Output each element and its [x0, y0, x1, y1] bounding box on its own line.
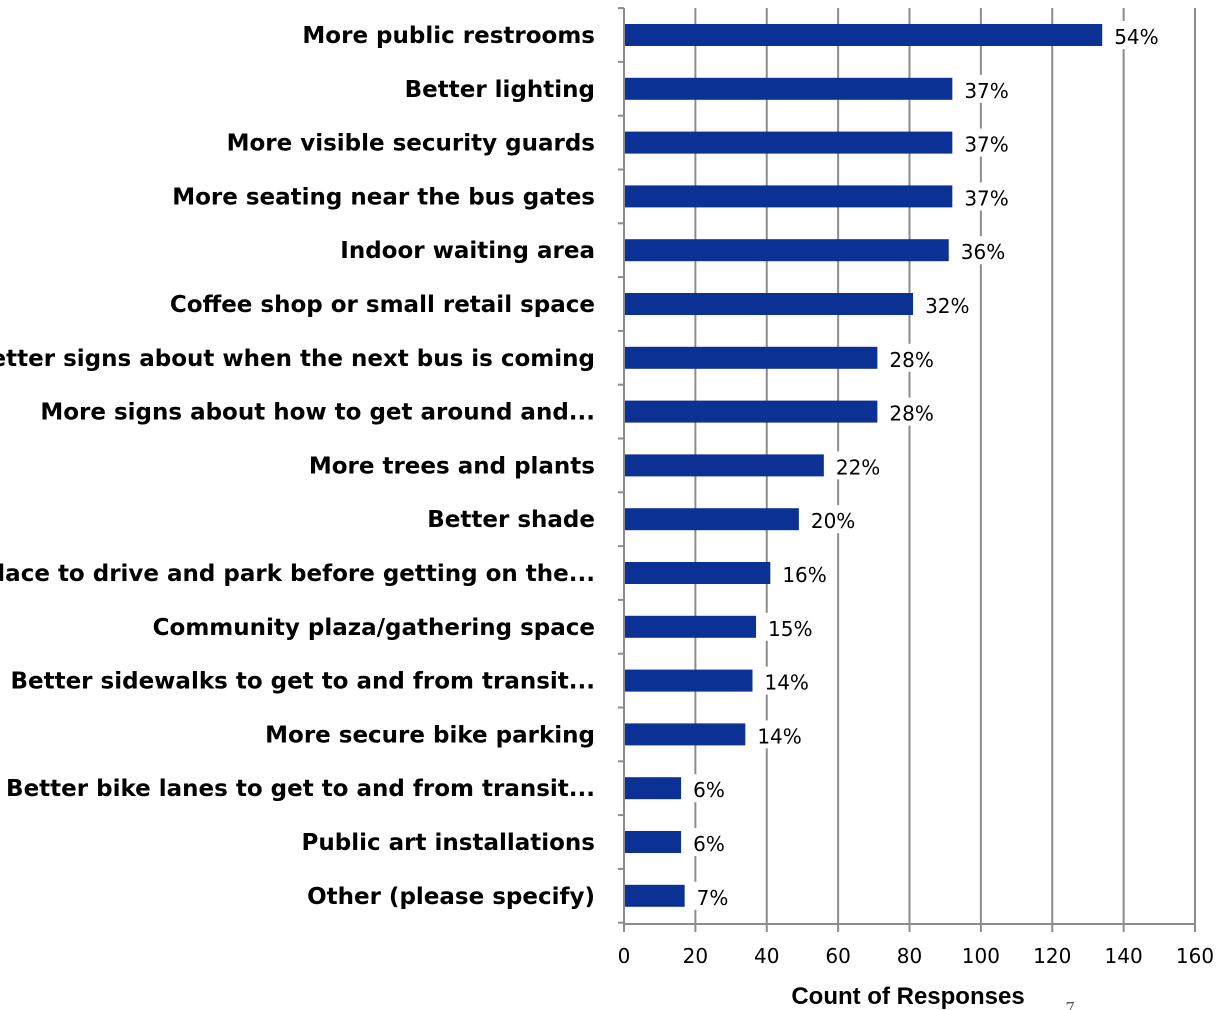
- bar: [624, 454, 824, 477]
- x-tick-label: 140: [1105, 944, 1143, 968]
- category-label: More seating near the bus gates: [172, 184, 595, 210]
- data-label-background: [885, 343, 928, 372]
- data-label: 16%: [782, 563, 826, 587]
- data-label: 20%: [811, 509, 855, 533]
- data-label-background: [753, 720, 796, 749]
- bar: [624, 884, 685, 907]
- data-label-background: [885, 397, 928, 426]
- category-label: Coffee shop or small retail space: [170, 292, 595, 318]
- bar: [624, 400, 878, 423]
- data-label: 37%: [964, 133, 1008, 157]
- x-tick-labels: 0 20 40 60 80 100 120 140 160: [618, 944, 1214, 968]
- category-label: More public restrooms: [302, 23, 595, 49]
- data-label-background: [956, 236, 1000, 265]
- bar: [624, 723, 746, 746]
- bar: [624, 508, 799, 531]
- data-label: 37%: [964, 186, 1008, 210]
- data-label-background: [960, 128, 1003, 157]
- x-tick-label: 120: [1033, 944, 1071, 968]
- bar: [624, 777, 682, 800]
- bars: [624, 24, 1103, 907]
- data-label: 15%: [768, 617, 812, 641]
- data-label-background: [960, 182, 1003, 211]
- data-label-background: [806, 505, 850, 534]
- category-labels: More public restrooms Better lighting More…: [0, 23, 595, 910]
- bar: [624, 24, 1103, 46]
- data-label: 36%: [961, 240, 1005, 264]
- data-label: 28%: [889, 402, 933, 426]
- category-label: More visible security guards: [227, 131, 595, 157]
- data-label: 14%: [764, 671, 808, 695]
- x-tick-label: 80: [897, 944, 922, 968]
- bar: [624, 831, 682, 853]
- data-label: 6%: [693, 778, 725, 802]
- bar: [624, 669, 753, 692]
- data-label-background: [921, 290, 964, 318]
- data-label-background: [831, 451, 875, 480]
- data-label: 6%: [693, 832, 725, 856]
- bar: [624, 77, 953, 100]
- category-label: Other (please specify): [307, 884, 595, 910]
- bar: [624, 131, 953, 154]
- data-label: 28%: [889, 348, 933, 372]
- x-tick-label: 0: [618, 944, 631, 968]
- x-axis-title: Count of Responses: [791, 983, 1024, 1010]
- bar: [624, 185, 953, 208]
- data-label: 22%: [836, 455, 880, 479]
- bar: [624, 293, 914, 315]
- bar: [624, 615, 757, 638]
- data-label-background: [760, 666, 803, 695]
- category-label: More signs about how to get around and..…: [40, 400, 595, 426]
- data-label: 54%: [1114, 25, 1158, 49]
- x-tick-label: 100: [962, 944, 1000, 968]
- x-tick-label: 20: [683, 944, 708, 968]
- axes: [618, 7, 1196, 932]
- category-label: More secure bike parking: [265, 722, 595, 748]
- category-label: More trees and plants: [309, 453, 595, 479]
- x-tick-label: 40: [754, 944, 779, 968]
- x-tick-label: 60: [825, 944, 850, 968]
- data-label-background: [1110, 21, 1153, 49]
- category-label: Better sidewalks to get to and from tran…: [10, 669, 595, 695]
- category-label: Better signs about when the next bus is …: [0, 346, 595, 372]
- data-label: 7%: [697, 886, 729, 910]
- category-label: Community plaza/gathering space: [153, 615, 595, 641]
- category-label: Public art installations: [302, 830, 595, 856]
- category-label: Place to drive and park before getting o…: [0, 561, 595, 587]
- page-number: 7: [1066, 998, 1075, 1010]
- data-labels: 54% 37% 37% 37% 36% 32% 28% 28% 22% 20% 16% 15% 14% 1…: [689, 21, 1159, 910]
- category-label: Better bike lanes to get to and from tra…: [6, 776, 595, 802]
- x-tick-label: 160: [1176, 944, 1214, 968]
- data-label-background: [692, 881, 724, 910]
- bar: [624, 239, 949, 262]
- category-label: Better shade: [427, 507, 595, 533]
- category-label: Indoor waiting area: [340, 238, 595, 264]
- data-label: 14%: [757, 724, 801, 748]
- data-label-background: [689, 774, 721, 803]
- data-label-background: [689, 828, 721, 856]
- category-label: Better lighting: [405, 77, 595, 103]
- data-label-background: [764, 612, 807, 641]
- data-label-background: [778, 559, 821, 587]
- data-label-background: [960, 74, 1003, 103]
- bar: [624, 346, 878, 369]
- data-label: 32%: [925, 294, 969, 318]
- bar: [624, 562, 771, 584]
- data-label: 37%: [964, 79, 1008, 103]
